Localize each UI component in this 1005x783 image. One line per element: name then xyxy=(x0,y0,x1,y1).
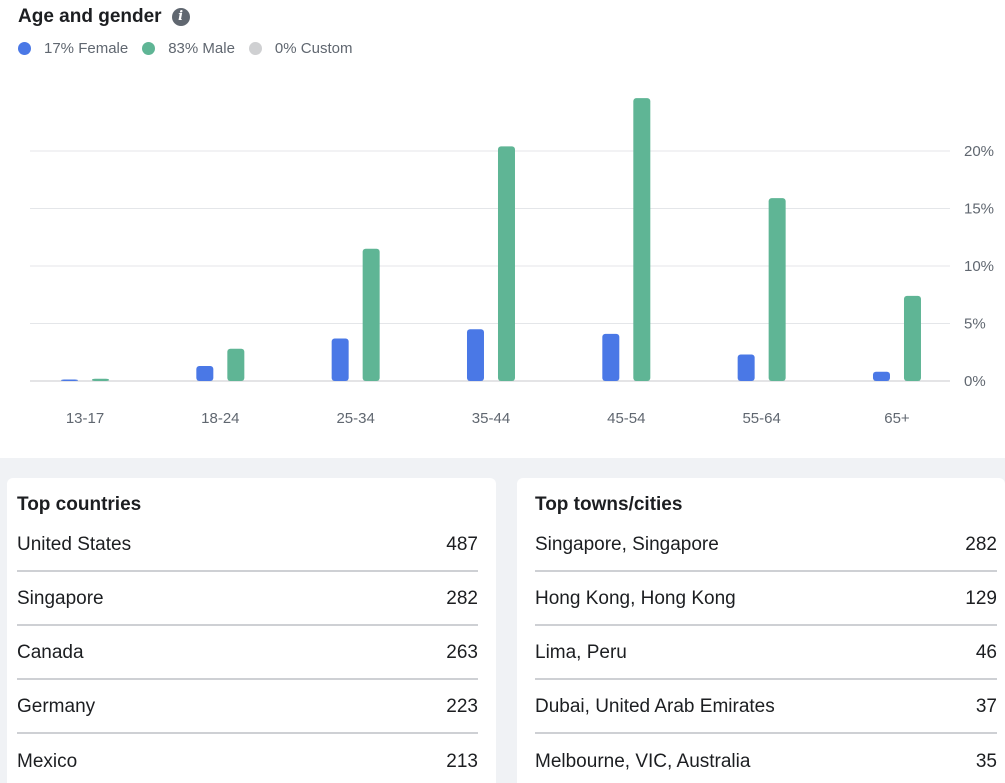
legend-dot-male xyxy=(142,42,156,55)
country-name: Canada xyxy=(17,642,84,663)
city-count: 282 xyxy=(965,534,997,555)
legend-label-custom: 0% Custom xyxy=(274,40,353,57)
bar-male-13-17[interactable] xyxy=(92,378,109,381)
city-name: Hong Kong, Hong Kong xyxy=(535,588,736,609)
legend-item-male[interactable]: 83% Male xyxy=(142,40,235,57)
city-count: 35 xyxy=(975,751,997,772)
country-name: Germany xyxy=(17,696,96,717)
x-tick-label: 13-17 xyxy=(66,410,104,427)
bar-female-55-64[interactable] xyxy=(737,354,755,381)
bar-male-55-64[interactable] xyxy=(768,198,786,381)
legend-dot-custom xyxy=(248,42,262,55)
bar-male-18-24[interactable] xyxy=(227,348,245,381)
country-count: 213 xyxy=(446,751,478,772)
list-item: Singapore 282 xyxy=(17,574,478,626)
x-tick-label: 45-54 xyxy=(607,410,645,427)
list-item: Canada 263 xyxy=(17,628,478,680)
y-tick-label: 10% xyxy=(964,258,994,275)
y-tick-label: 0% xyxy=(964,373,986,390)
top-countries-list: United States 487 Singapore 282 Canada 2… xyxy=(17,520,478,783)
legend-label-female: 17% Female xyxy=(44,40,129,57)
list-item: Dubai, United Arab Emirates 37 xyxy=(535,682,997,734)
age-gender-bar-chart: 0% 5% 10% 15% 20% 13-17 18-24 25-34 35-44 45-54 55… xyxy=(30,98,994,427)
age-gender-title: Age and gender i xyxy=(18,6,190,28)
age-gender-card: Age and gender i 17% Female 83% Male 0% … xyxy=(0,0,1005,458)
bar-male-25-34[interactable] xyxy=(362,248,380,381)
country-name: Singapore xyxy=(17,588,104,609)
bar-male-45-54[interactable] xyxy=(633,98,651,381)
y-tick-label: 15% xyxy=(964,201,994,218)
top-cities-title: Top towns/cities xyxy=(535,494,683,515)
city-count: 129 xyxy=(965,588,997,609)
country-count: 263 xyxy=(446,642,478,663)
chart-legend: 17% Female 83% Male 0% Custom xyxy=(18,40,352,57)
country-name: United States xyxy=(17,534,132,555)
country-count: 282 xyxy=(446,588,478,609)
list-item: Hong Kong, Hong Kong 129 xyxy=(535,574,997,626)
bar-female-65+[interactable] xyxy=(872,371,890,381)
list-item: Singapore, Singapore 282 xyxy=(535,520,997,572)
x-tick-label: 35-44 xyxy=(472,410,510,427)
legend-item-custom[interactable]: 0% Custom xyxy=(248,40,353,57)
x-tick-label: 65+ xyxy=(884,410,910,427)
list-item: United States 487 xyxy=(17,520,478,572)
bar-female-13-17[interactable] xyxy=(61,379,78,382)
y-tick-label: 20% xyxy=(964,143,994,160)
list-item: Melbourne, VIC, Australia 35 xyxy=(535,736,997,783)
bar-female-35-44[interactable] xyxy=(466,329,484,381)
city-count: 37 xyxy=(975,696,997,717)
top-countries-title: Top countries xyxy=(17,494,142,515)
bar-female-25-34[interactable] xyxy=(331,338,349,381)
top-cities-card: Top towns/cities Singapore, Singapore 28… xyxy=(517,478,1005,783)
legend-dot-female xyxy=(18,42,31,55)
list-item: Lima, Peru 46 xyxy=(535,628,997,680)
country-name: Mexico xyxy=(17,751,78,772)
bar-female-45-54[interactable] xyxy=(602,333,620,381)
legend-label-male: 83% Male xyxy=(168,40,235,57)
city-name: Melbourne, VIC, Australia xyxy=(535,751,751,772)
top-countries-card: Top countries United States 487 Singapor… xyxy=(7,478,496,783)
list-item: Germany 223 xyxy=(17,682,478,734)
x-tick-label: 55-64 xyxy=(742,410,780,427)
legend-item-female[interactable]: 17% Female xyxy=(18,40,128,57)
city-name: Dubai, United Arab Emirates xyxy=(535,696,775,717)
x-tick-label: 18-24 xyxy=(201,410,239,427)
city-name: Singapore, Singapore xyxy=(535,534,719,555)
bar-male-35-44[interactable] xyxy=(497,146,515,381)
top-cities-list: Singapore, Singapore 282 Hong Kong, Hong… xyxy=(535,520,997,783)
bar-female-18-24[interactable] xyxy=(196,366,214,381)
country-count: 487 xyxy=(446,534,478,555)
city-name: Lima, Peru xyxy=(535,642,627,663)
y-tick-label: 5% xyxy=(964,316,986,333)
x-tick-label: 25-34 xyxy=(336,410,374,427)
city-count: 46 xyxy=(975,642,997,663)
info-icon[interactable]: i xyxy=(171,8,190,26)
bar-male-65+[interactable] xyxy=(903,295,921,381)
list-item: Mexico 213 xyxy=(17,736,478,783)
country-count: 223 xyxy=(446,696,478,717)
